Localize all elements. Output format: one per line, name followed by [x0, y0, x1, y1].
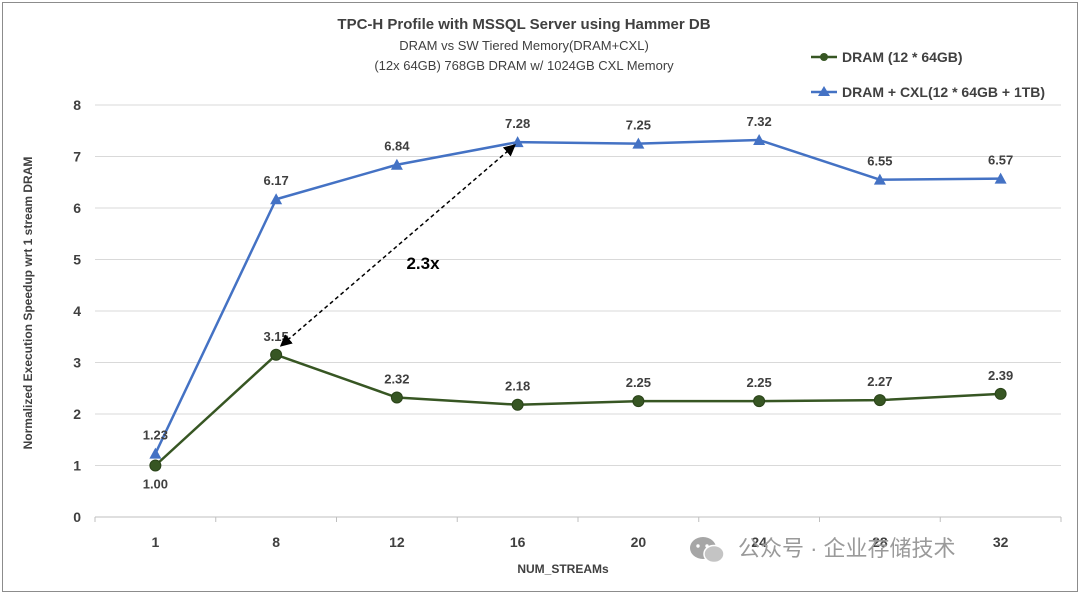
data-label-cxl: 1.23 — [143, 428, 168, 443]
y-tick-label: 5 — [73, 252, 81, 268]
chart-subtitle-line-2: (12x 64GB) 768GB DRAM w/ 1024GB CXL Memo… — [374, 58, 674, 73]
x-tick-label: 16 — [510, 534, 526, 550]
speedup-annotation: 2.3x — [406, 254, 440, 273]
legend-label-cxl: DRAM + CXL(12 * 64GB + 1TB) — [842, 84, 1045, 100]
x-tick-label: 12 — [389, 534, 405, 550]
data-label-dram: 2.25 — [626, 375, 651, 390]
data-point-dram — [873, 394, 886, 407]
data-point-cxl — [873, 173, 886, 185]
y-tick-label: 7 — [73, 149, 81, 165]
data-point-dram — [753, 395, 766, 408]
x-tick-label: 8 — [272, 534, 280, 550]
legend: DRAM (12 * 64GB) DRAM + CXL(12 * 64GB + … — [811, 49, 1045, 100]
y-tick-label: 2 — [73, 406, 81, 422]
chart-title: TPC-H Profile with MSSQL Server using Ha… — [337, 16, 710, 33]
legend-marker-cxl — [818, 86, 830, 96]
x-tick-label: 1 — [151, 534, 159, 550]
data-point-dram — [149, 459, 162, 472]
chart-subtitle-line-1: DRAM vs SW Tiered Memory(DRAM+CXL) — [399, 38, 649, 53]
data-point-cxl — [149, 447, 162, 459]
y-tick-label: 6 — [73, 200, 81, 216]
y-tick-label: 1 — [73, 458, 81, 474]
data-point-cxl — [753, 134, 766, 146]
legend-marker-dram — [820, 53, 828, 61]
data-label-dram: 2.39 — [988, 368, 1013, 383]
x-tick-label: 20 — [631, 534, 647, 550]
wechat-icon — [690, 537, 725, 564]
data-label-cxl: 6.55 — [867, 154, 892, 169]
data-point-dram — [270, 348, 283, 361]
data-label-cxl: 6.84 — [384, 139, 410, 154]
data-point-cxl — [994, 172, 1007, 184]
legend-label-dram: DRAM (12 * 64GB) — [842, 49, 963, 65]
data-label-dram: 2.18 — [505, 379, 530, 394]
gridlines — [95, 104, 1061, 466]
data-label-dram: 2.25 — [746, 375, 771, 390]
data-label-dram: 2.27 — [867, 374, 892, 389]
data-label-dram: 1.00 — [143, 477, 168, 492]
data-point-cxl — [270, 193, 283, 205]
data-label-cxl: 7.25 — [626, 118, 651, 133]
data-point-dram — [390, 391, 403, 404]
y-tick-label: 0 — [73, 509, 81, 525]
data-point-dram — [994, 387, 1007, 400]
data-point-dram — [632, 395, 645, 408]
x-tick-label: 28 — [872, 534, 888, 550]
data-label-cxl: 6.17 — [263, 173, 288, 188]
data-label-cxl: 7.32 — [746, 114, 771, 129]
y-tick-label: 8 — [73, 97, 81, 113]
legend-item-cxl: DRAM + CXL(12 * 64GB + 1TB) — [811, 84, 1045, 100]
speedup-arrow — [279, 144, 516, 347]
data-label-dram: 3.15 — [263, 329, 288, 344]
data-label-cxl: 7.28 — [505, 116, 530, 131]
watermark: 公众号 · 企业存储技术 — [690, 536, 956, 564]
annotation: 2.3x — [279, 144, 516, 347]
x-tick-label: 24 — [751, 534, 767, 550]
data-label-dram: 2.32 — [384, 372, 409, 387]
data-point-cxl — [632, 137, 645, 149]
data-label-cxl: 6.57 — [988, 153, 1013, 168]
watermark-text: 公众号 · 企业存储技术 — [738, 536, 956, 561]
y-tick-label: 3 — [73, 355, 81, 371]
data-labels: 1.00 3.15 2.32 2.18 2.25 2.25 2.27 2.39 1.23 6.17… — [143, 114, 1014, 491]
y-tick-label: 4 — [73, 303, 81, 319]
series-line-0 — [154, 353, 1001, 467]
y-axis-title: Normalized Execution Speedup wrt 1 strea… — [21, 157, 35, 450]
data-point-dram — [511, 398, 524, 411]
x-tick-label: 32 — [993, 534, 1009, 550]
legend-item-dram: DRAM (12 * 64GB) — [811, 49, 963, 65]
x-axis-title: NUM_STREAMs — [517, 562, 609, 576]
